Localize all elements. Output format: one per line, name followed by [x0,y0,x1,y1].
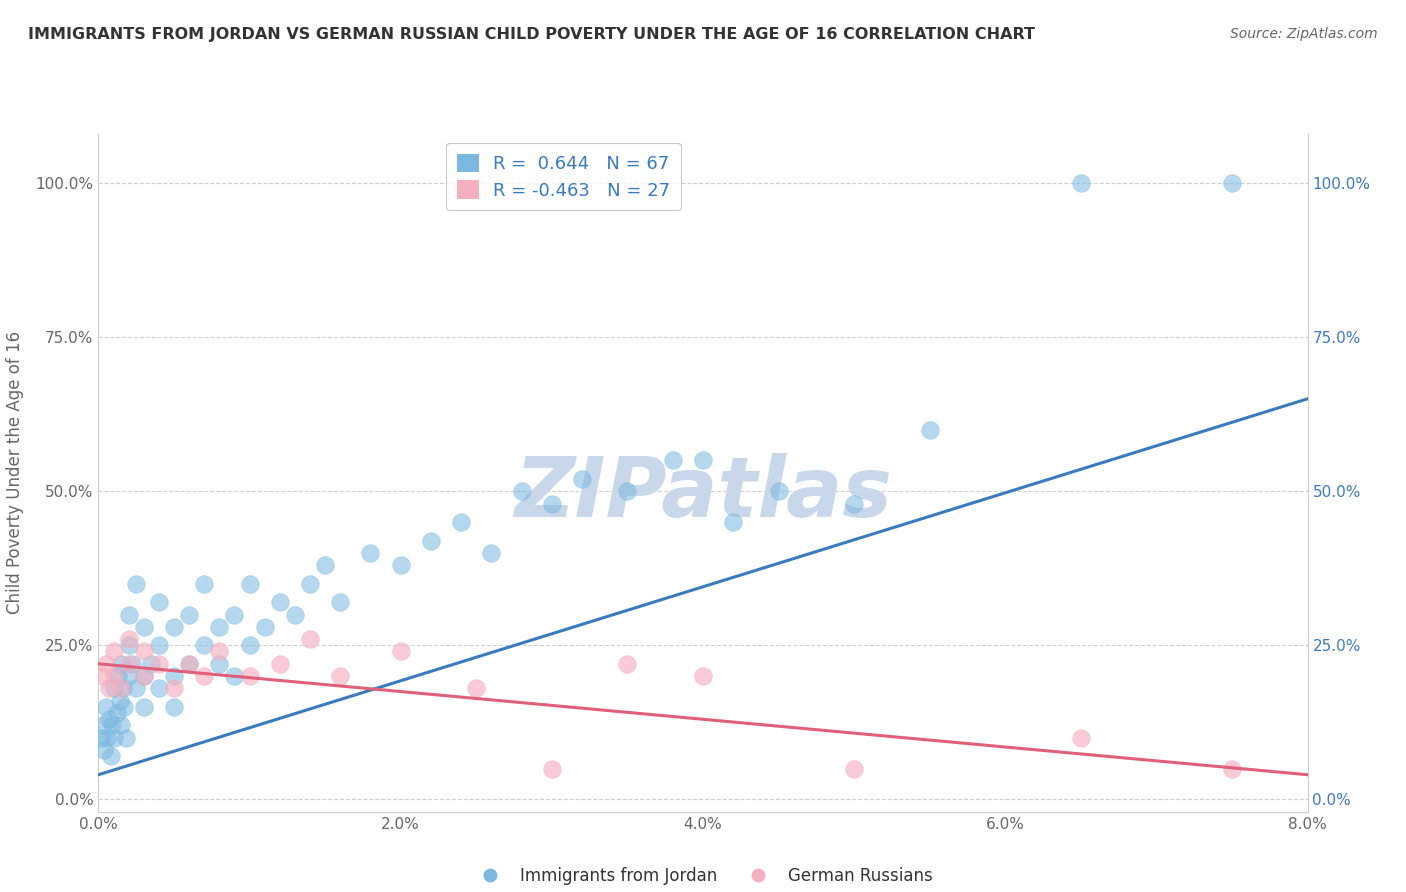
Point [481,546,503,560]
Point [112,700,135,714]
Point [208,620,231,634]
Point [163,669,186,683]
Point [118,632,141,647]
Point [179,657,201,671]
Point [179,657,201,671]
Point [163,700,186,714]
Point [844,762,866,776]
Point [208,644,231,658]
Point [692,669,714,683]
Point [100,749,122,764]
Point [1220,762,1243,776]
Point [239,576,262,591]
Point [110,657,132,671]
Point [329,595,352,609]
Point [148,657,170,671]
Point [1070,731,1092,745]
Point [118,657,141,671]
Point [114,731,136,745]
Point [329,669,352,683]
Point [360,546,382,560]
Point [110,681,132,696]
Point [269,595,291,609]
Point [132,669,155,683]
Point [314,558,336,573]
Point [193,638,215,652]
Point [465,681,488,696]
Point [420,533,443,548]
Point [224,607,246,622]
Point [148,638,170,652]
Point [1220,176,1243,190]
Point [299,576,322,591]
Point [269,657,291,671]
Point [101,718,124,732]
Point [692,453,714,467]
Point [105,706,128,720]
Point [541,762,564,776]
Point [918,423,941,437]
Point [1070,176,1092,190]
Text: IMMIGRANTS FROM JORDAN VS GERMAN RUSSIAN CHILD POVERTY UNDER THE AGE OF 16 CORRE: IMMIGRANTS FROM JORDAN VS GERMAN RUSSIAN… [28,27,1035,42]
Point [110,718,132,732]
Point [541,497,564,511]
Text: ZIPatlas: ZIPatlas [515,452,891,533]
Point [103,644,125,658]
Point [118,607,141,622]
Point [450,515,472,529]
Point [148,595,170,609]
Point [103,669,125,683]
Point [93,743,115,757]
Point [125,681,148,696]
Point [208,657,231,671]
Point [94,657,117,671]
Point [224,669,246,683]
Point [723,515,745,529]
Point [91,718,114,732]
Point [111,681,134,696]
Point [253,620,276,634]
Point [510,484,533,499]
Point [141,657,163,671]
Point [616,657,638,671]
Point [148,681,170,696]
Point [616,484,638,499]
Legend: Immigrants from Jordan, German Russians: Immigrants from Jordan, German Russians [467,860,939,891]
Point [389,558,412,573]
Point [94,700,117,714]
Point [132,644,155,658]
Point [118,669,141,683]
Point [163,620,186,634]
Point [163,681,186,696]
Point [132,669,155,683]
Point [96,731,118,745]
Point [107,669,129,683]
Point [132,620,155,634]
Point [389,644,412,658]
Point [118,638,141,652]
Point [103,681,125,696]
Y-axis label: Child Poverty Under the Age of 16: Child Poverty Under the Age of 16 [7,331,24,615]
Point [91,669,114,683]
Point [193,669,215,683]
Point [571,472,593,486]
Point [103,731,125,745]
Point [239,669,262,683]
Point [193,576,215,591]
Point [768,484,790,499]
Point [299,632,322,647]
Point [132,700,155,714]
Point [284,607,307,622]
Point [108,694,131,708]
Point [844,497,866,511]
Point [98,712,121,726]
Point [125,576,148,591]
Text: Source: ZipAtlas.com: Source: ZipAtlas.com [1230,27,1378,41]
Point [239,638,262,652]
Point [121,657,143,671]
Point [90,731,112,745]
Point [98,681,121,696]
Point [179,607,201,622]
Point [662,453,685,467]
